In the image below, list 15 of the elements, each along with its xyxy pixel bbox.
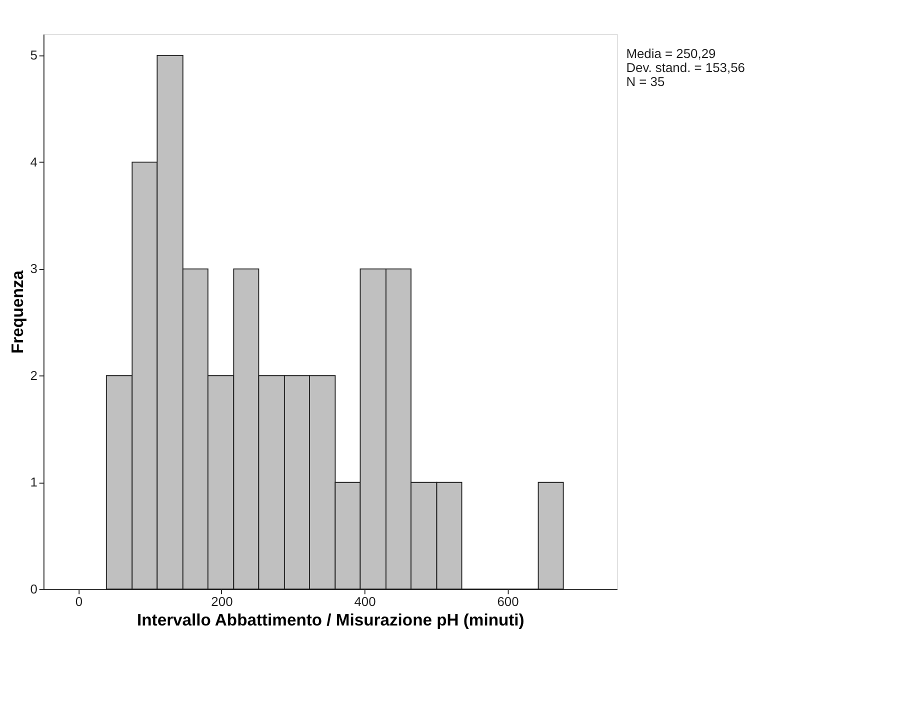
y-tick-label: 5: [30, 48, 38, 63]
y-tick-label: 0: [30, 581, 38, 596]
text: N = 35: [626, 74, 665, 89]
y-tick-label: 4: [30, 154, 38, 170]
x-tick-label: 200: [211, 594, 233, 610]
text: Media = 250,29: [626, 46, 716, 62]
y-axis-title: Frequenza: [8, 270, 27, 354]
x-tick-label: 0: [75, 594, 83, 610]
y-tick-label: 2: [30, 368, 38, 383]
y-tick-label: 1: [30, 474, 38, 490]
text: Dev. stand. = 153,56: [626, 60, 745, 76]
x-tick-label: 400: [354, 594, 376, 610]
y-tick-label: 3: [30, 261, 38, 276]
x-tick-label: 600: [497, 594, 519, 610]
x-axis-title: Intervallo Abbattimento / Misurazione pH (minuti): [137, 610, 524, 630]
